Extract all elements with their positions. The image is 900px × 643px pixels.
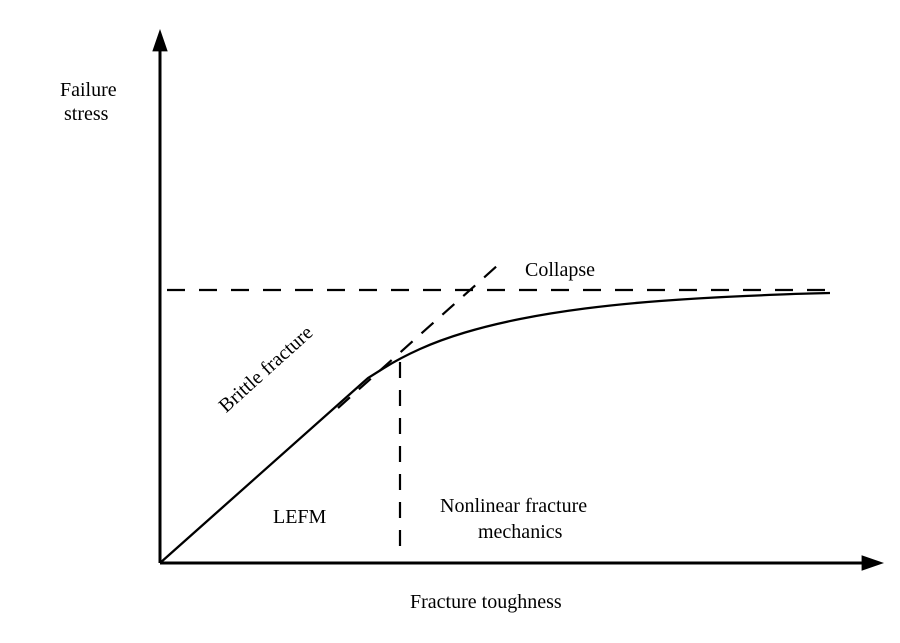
x-axis-label: Fracture toughness: [410, 590, 562, 614]
collapse-label: Collapse: [525, 258, 595, 282]
chart-svg: [0, 0, 900, 643]
lefm-label: LEFM: [273, 505, 326, 529]
fracture-mechanics-chart: Failure stress Fracture toughness Collap…: [0, 0, 900, 643]
nonlinear-label-line1: Nonlinear fracture: [440, 494, 587, 518]
y-axis-label-line1: Failure: [60, 78, 117, 102]
nonlinear-label-line2: mechanics: [478, 520, 562, 544]
y-axis-label-line2: stress: [64, 102, 108, 126]
